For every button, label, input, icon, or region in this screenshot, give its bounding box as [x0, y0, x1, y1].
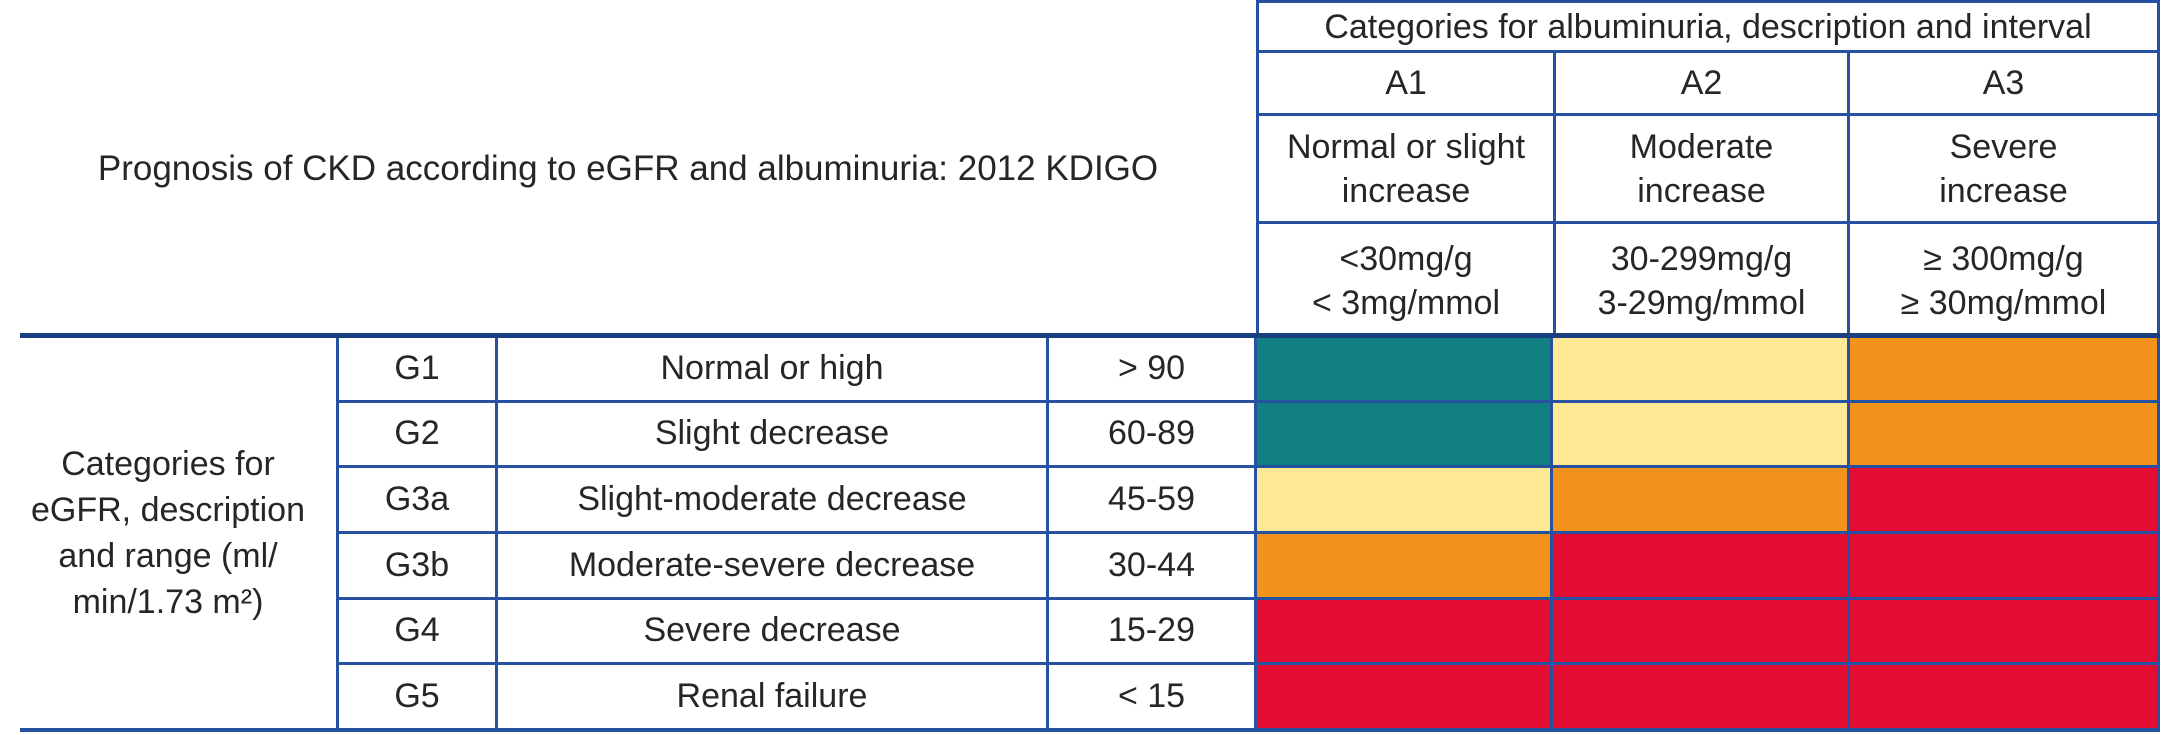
albuminuria-a3-description-line2: increase — [1939, 171, 2068, 210]
risk-cell-g3a-a2 — [1553, 468, 1847, 531]
albuminuria-a3-code: A3 — [1850, 53, 2157, 113]
albuminuria-header-title: Categories for albuminuria, description … — [1259, 3, 2157, 50]
egfr-axis-label-line2: eGFR, description — [31, 490, 305, 529]
egfr-axis-label: Categories for eGFR, description and ran… — [0, 337, 336, 728]
albuminuria-a2-description-line1: Moderate — [1629, 127, 1774, 166]
g3b-range: 30-44 — [1049, 534, 1254, 597]
g3a-range: 45-59 — [1049, 468, 1254, 531]
g5-description: Renal failure — [498, 665, 1046, 728]
header-matrix-divider — [20, 333, 2160, 338]
albuminuria-a1-interval-line2: < 3mg/mmol — [1312, 283, 1500, 322]
albuminuria-a3-interval-line2: ≥ 30mg/mmol — [1900, 283, 2107, 322]
risk-cell-g4-a1 — [1257, 599, 1550, 663]
g1-code: G1 — [339, 337, 495, 400]
albuminuria-a2-description: Moderate increase — [1556, 116, 1847, 221]
albuminuria-a1-interval: <30mg/g < 3mg/mmol — [1259, 224, 1553, 337]
risk-cell-g5-a1 — [1257, 665, 1550, 728]
albuminuria-header-block: Categories for albuminuria, description … — [1256, 0, 2160, 337]
albuminuria-a1-description-line1: Normal or slight — [1286, 127, 1526, 166]
risk-cell-g2-a2 — [1553, 402, 1847, 466]
risk-cell-g1-a1 — [1257, 337, 1550, 400]
albuminuria-a3-description: Severe increase — [1850, 116, 2157, 221]
risk-cell-g3b-a3 — [1850, 534, 2157, 597]
albuminuria-a1-description-line2: increase — [1341, 171, 1471, 210]
albuminuria-a1-interval-line1: <30mg/g — [1339, 239, 1473, 278]
egfr-axis-label-line3: and range (ml/ — [58, 536, 278, 575]
albuminuria-a3-interval-line1: ≥ 300mg/g — [1923, 239, 2084, 278]
g1-range: > 90 — [1049, 337, 1254, 400]
albuminuria-a2-interval: 30-299mg/g 3-29mg/mmol — [1556, 224, 1847, 337]
g3b-description: Moderate-severe decrease — [498, 534, 1046, 597]
risk-cell-g3b-a1 — [1257, 534, 1550, 597]
g2-range: 60-89 — [1049, 402, 1254, 466]
risk-matrix: G1 Normal or high > 90 G2 Slight decreas… — [336, 337, 2160, 728]
g1-description: Normal or high — [498, 337, 1046, 400]
risk-cell-g1-a3 — [1850, 337, 2157, 400]
albuminuria-a2-interval-line1: 30-299mg/g — [1610, 239, 1793, 278]
g3a-code: G3a — [339, 468, 495, 531]
albuminuria-a1-description: Normal or slight increase — [1259, 116, 1553, 221]
g3b-code: G3b — [339, 534, 495, 597]
g5-code: G5 — [339, 665, 495, 728]
albuminuria-a2-description-line2: increase — [1637, 171, 1766, 210]
risk-cell-g3a-a3 — [1850, 468, 2157, 531]
albuminuria-a2-code: A2 — [1556, 53, 1847, 113]
g3a-description: Slight-moderate decrease — [498, 468, 1046, 531]
g4-range: 15-29 — [1049, 599, 1254, 663]
egfr-axis-label-line4: min/1.73 m²) — [72, 582, 264, 621]
table-bottom-border — [20, 728, 2160, 732]
albuminuria-a3-description-line1: Severe — [1949, 127, 2058, 166]
g2-description: Slight decrease — [498, 402, 1046, 466]
risk-cell-g2-a1 — [1257, 402, 1550, 466]
g4-description: Severe decrease — [498, 599, 1046, 663]
g4-code: G4 — [339, 599, 495, 663]
risk-cell-g5-a3 — [1850, 665, 2157, 728]
risk-cell-g2-a3 — [1850, 402, 2157, 466]
risk-cell-g1-a2 — [1553, 337, 1847, 400]
risk-cell-g3b-a2 — [1553, 534, 1847, 597]
risk-cell-g5-a2 — [1553, 665, 1847, 728]
page-title: Prognosis of CKD according to eGFR and a… — [97, 148, 1159, 188]
risk-cell-g4-a3 — [1850, 599, 2157, 663]
risk-cell-g4-a2 — [1553, 599, 1847, 663]
albuminuria-a1-code: A1 — [1259, 53, 1553, 113]
albuminuria-a3-interval: ≥ 300mg/g ≥ 30mg/mmol — [1850, 224, 2157, 337]
albuminuria-a2-interval-line2: 3-29mg/mmol — [1597, 283, 1806, 322]
g2-code: G2 — [339, 402, 495, 466]
risk-cell-g3a-a1 — [1257, 468, 1550, 531]
g5-range: < 15 — [1049, 665, 1254, 728]
egfr-axis-label-line1: Categories for — [61, 444, 275, 483]
